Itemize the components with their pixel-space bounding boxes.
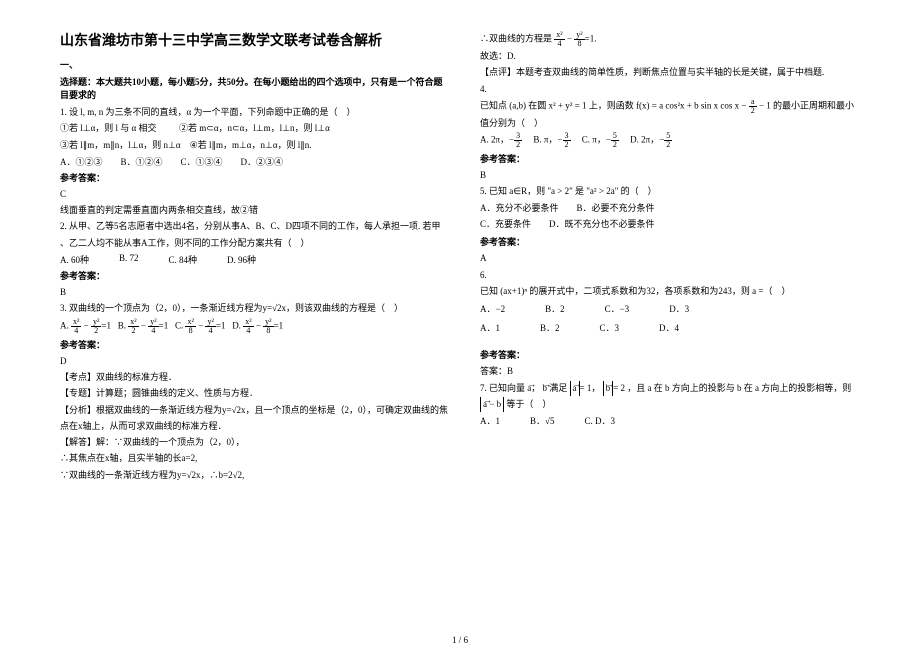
q5-a: A．充分不必要条件 xyxy=(480,203,559,213)
q3-stem: 3. 双曲线的一个顶点为（2，0），一条渐近线方程为y=√2x，则该双曲线的方程… xyxy=(60,301,450,316)
q6-num: 6. xyxy=(480,268,870,283)
q7-cd: C. D．3 xyxy=(584,414,615,427)
q7-stem: 7. 已知向量 →a， →b 满足 →a= 1， →b= 2 ，且 a 在 b … xyxy=(480,381,870,396)
q3-kaodian: 【考点】双曲线的标准方程． xyxy=(60,370,450,385)
q4-c: C. xyxy=(582,135,590,145)
q3-jieda: 【解答】解：∵双曲线的一个顶点为（2，0）， xyxy=(60,435,450,450)
q1-stem: 1. 设 l, m, n 为三条不同的直线，α 为一个平面，下列命题中正确的是（… xyxy=(60,105,450,120)
q3-b: B. xyxy=(118,320,126,330)
q3-a-f2: y²2 xyxy=(91,318,101,335)
q1-clauses: ①若 l⊥α，则 l 与 α 相交 ②若 m⊂α，n⊂α，l⊥m，l⊥n，则 l… xyxy=(60,121,450,136)
q3-ans: D xyxy=(60,354,450,369)
q3-a: A. xyxy=(60,320,69,330)
q2-ans: B xyxy=(60,285,450,300)
q4-b: B. xyxy=(533,135,541,145)
q7-stem2: →a − b 等于（ ） xyxy=(480,397,870,412)
q3r-dianping: 【点评】本题考查双曲线的简单性质，判断焦点位置与实半轴的长是关键，属于中档题. xyxy=(480,65,870,80)
q3-c-f1: x²8 xyxy=(185,318,195,335)
q5-c: C．充要条件 xyxy=(480,219,531,229)
q1-expl: 线面垂直的判定需垂直面内两条相交直线，故②错 xyxy=(60,203,450,218)
q1-c: C．①③④ xyxy=(181,155,223,168)
q3r-f2: y²8 xyxy=(574,31,584,48)
q3-a-f1: x²4 xyxy=(71,318,81,335)
q3-jieda3: ∵双曲线的一条渐近线方程为y=√2x，∴b=2√2, xyxy=(60,468,450,483)
q3-d: D. xyxy=(232,320,241,330)
q2-a: A. 60种 xyxy=(60,253,89,266)
q6-d2: D．4 xyxy=(659,321,679,334)
q6-a2: A．1 xyxy=(480,321,500,334)
q6-c2: C．3 xyxy=(600,321,620,334)
q4-a: A. xyxy=(480,135,489,145)
q5-opts2: C．充要条件 D．既不充分也不必要条件 xyxy=(480,217,870,232)
page-number: 1 / 6 xyxy=(0,635,920,645)
q1-options: A．①②③ B．①②④ C．①③④ D．②③④ xyxy=(60,155,450,168)
q7-opts: A．1 B．√5 C. D．3 xyxy=(480,414,870,427)
q7-a: A．1 xyxy=(480,414,500,427)
q6-b2: B．2 xyxy=(540,321,560,334)
q5-d: D．既不充分也不必要条件 xyxy=(549,219,655,229)
q2-d: D. 96种 xyxy=(227,253,256,266)
q6-opts2: A．1 B．2 C．3 D．4 xyxy=(480,321,870,334)
q7-diff: →a − b xyxy=(480,397,504,412)
q4-stem3: 值分别为（ ） xyxy=(480,116,870,131)
q3-b-f2: y²4 xyxy=(148,318,158,335)
q4-frac: a2 xyxy=(749,98,757,115)
q5-opts1: A．充分不必要条件 B．必要不充分条件 xyxy=(480,201,870,216)
q1-ans-label: 参考答案： xyxy=(60,171,450,184)
q3-b-f1: x²2 xyxy=(128,318,138,335)
q1-ans: C xyxy=(60,187,450,202)
section-1-num: 一、 xyxy=(60,58,450,71)
q3-d-f2: y²8 xyxy=(263,318,273,335)
q3-jieda2: ∴其焦点在x轴，且实半轴的长a=2, xyxy=(60,451,450,466)
q5-ans: A xyxy=(480,251,870,266)
q6-stem: 已知 (ax+1)ⁿ 的展开式中，二项式系数和为32，各项系数和为243，则 a… xyxy=(480,284,870,299)
q1-c1: ①若 l⊥α，则 l 与 α 相交 xyxy=(60,123,157,133)
q3-c-f2: y²4 xyxy=(205,318,215,335)
q1-b: B．①②④ xyxy=(121,155,163,168)
q6-a: A．−2 xyxy=(480,302,505,315)
q7-b: B．√5 xyxy=(530,414,554,427)
q5-ans-label: 参考答案： xyxy=(480,235,870,248)
q6-c: C．−3 xyxy=(605,302,630,315)
q2-b: B. 72 xyxy=(119,253,139,266)
q2-options: A. 60种 B. 72 C. 84种 D. 96种 xyxy=(60,253,450,266)
q1-c3: ③若 l∥m，m∥n，l⊥α，则 n⊥α xyxy=(60,140,181,150)
q2-ans-label: 参考答案： xyxy=(60,269,450,282)
q1-a: A．①②③ xyxy=(60,155,103,168)
q3r-eq: ∴双曲线的方程是 x²4 − y²8=1. xyxy=(480,31,870,48)
q3-c: C. xyxy=(175,320,183,330)
q4-num: 4. xyxy=(480,82,870,97)
doc-title: 山东省潍坊市第十三中学高三数学文联考试卷含解析 xyxy=(60,30,450,50)
q3r-sel: 故选：D. xyxy=(480,49,870,64)
q5-stem: 5. 已知 a∈R，则 "a > 2" 是 "a² > 2a" 的（ ） xyxy=(480,184,870,199)
q6-b: B．2 xyxy=(545,302,565,315)
q6-ans: 答案：B xyxy=(480,364,870,379)
q3-zhuanti: 【专题】计算题；圆锥曲线的定义、性质与方程． xyxy=(60,386,450,401)
q6-opts: A．−2 B．2 C．−3 D．3 xyxy=(480,302,870,315)
q3-fenxi: 【分析】根据双曲线的一条渐近线方程为y=√2x，且一个顶点的坐标是（2，0），可… xyxy=(60,403,450,418)
q2-stem2: 、乙二人均不能从事A工作，则不同的工作分配方案共有（ ） xyxy=(60,236,450,251)
q2-c: C. 84种 xyxy=(169,253,198,266)
q4-d: D. xyxy=(630,135,639,145)
q3-fenxi2: 点在x轴上，从而可求双曲线的标准方程． xyxy=(60,419,450,434)
q4-ans: B xyxy=(480,168,870,183)
q4-stem: 已知点 (a,b) 在圆 x² + y² = 1 上，则函数 f(x) = a … xyxy=(480,98,870,115)
section-1-desc: 选择题：本大题共10小题，每小题5分，共50分。在每小题给出的四个选项中，只有是… xyxy=(60,75,450,101)
q1-clauses2: ③若 l∥m，m∥n，l⊥α，则 n⊥α ④若 l∥m，m⊥α，n⊥α，则 l∥… xyxy=(60,138,450,153)
q3-options: A. x²4 − y²2=1 B. x²2 − y²4=1 C. x²8 − y… xyxy=(60,318,450,335)
q1-c2: ②若 m⊂α，n⊂α，l⊥m，l⊥n，则 l⊥α xyxy=(179,123,330,133)
q3-d-f1: x²4 xyxy=(243,318,253,335)
q3-ans-label: 参考答案： xyxy=(60,338,450,351)
q4-options: A. 2π，−32 B. π，−32 C. π，−52 D. 2π，−52 xyxy=(480,132,870,149)
q4-ans-label: 参考答案： xyxy=(480,152,870,165)
q2-stem1: 2. 从甲、乙等5名志愿者中选出4名，分别从事A、B、C、D四项不同的工作，每人… xyxy=(60,219,450,234)
q6-ans-label: 参考答案： xyxy=(480,348,870,361)
q1-d: D．②③④ xyxy=(241,155,284,168)
q5-b: B．必要不充分条件 xyxy=(577,203,655,213)
q1-c4: ④若 l∥m，m⊥α，n⊥α，则 l∥n. xyxy=(190,140,312,150)
q6-d: D．3 xyxy=(669,302,689,315)
q3r-f1: x²4 xyxy=(554,31,564,48)
